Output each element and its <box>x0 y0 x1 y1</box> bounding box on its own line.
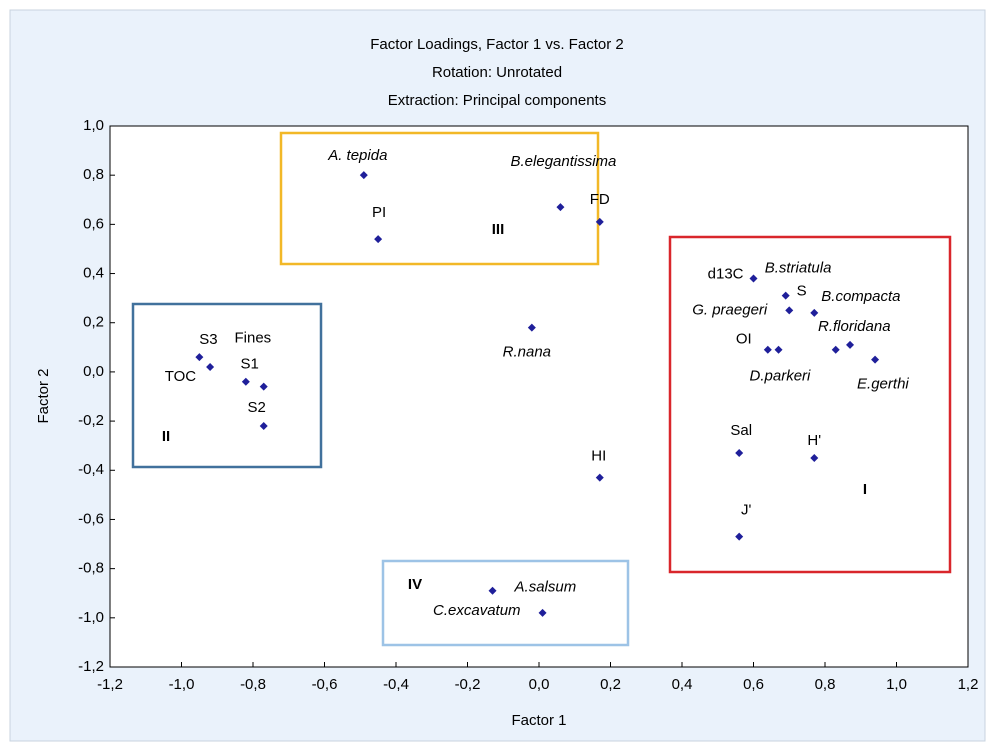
y-tick-label: -0,4 <box>78 461 104 478</box>
plot-area <box>109 125 969 668</box>
x-tick-label: 1,0 <box>886 676 907 693</box>
point-label: Fines <box>235 330 272 347</box>
point-label: B.compacta <box>821 288 900 305</box>
x-tick-label: 0,0 <box>529 676 550 693</box>
point-label: B.elegantissima <box>511 153 617 170</box>
point-label: E.gerthi <box>857 376 909 393</box>
point <box>259 382 268 391</box>
chart-subtitle: Rotation: Unrotated <box>432 64 562 81</box>
point <box>810 453 819 462</box>
point-label: OI <box>736 331 752 348</box>
y-tick-label: 0,2 <box>83 314 104 331</box>
y-tick-label: -0,2 <box>78 412 104 429</box>
y-tick-label: 0,8 <box>83 166 104 183</box>
point <box>810 308 819 317</box>
point <box>774 345 783 354</box>
x-tick-label: -1,2 <box>97 676 123 693</box>
y-tick-label: 0,4 <box>83 265 104 282</box>
y-tick-label: -0,8 <box>78 560 104 577</box>
point <box>846 340 855 349</box>
region-label: II <box>162 428 170 445</box>
point <box>527 323 536 332</box>
x-tick-label: -0,6 <box>312 676 338 693</box>
point-label: HI <box>591 448 606 465</box>
y-tick-label: 0,6 <box>83 215 104 232</box>
point-label: TOC <box>165 368 197 385</box>
region-label: IV <box>408 576 422 593</box>
x-tick-label: 0,8 <box>815 676 836 693</box>
y-tick-label: -1,2 <box>78 658 104 675</box>
point <box>241 377 250 386</box>
point-label: C.excavatum <box>433 602 521 619</box>
region-label: I <box>863 481 867 498</box>
point <box>831 345 840 354</box>
x-tick-label: -0,8 <box>240 676 266 693</box>
point-label: R.floridana <box>818 318 891 335</box>
x-tick-label: -0,4 <box>383 676 409 693</box>
point-label: d13C <box>708 265 744 282</box>
x-tick-label: 0,2 <box>600 676 621 693</box>
point <box>595 217 604 226</box>
chart-subtitle: Extraction: Principal components <box>388 92 606 109</box>
point-label: D.parkeri <box>750 368 812 385</box>
y-tick-label: 0,0 <box>83 363 104 380</box>
region-box <box>131 302 323 469</box>
point-label: S3 <box>199 331 217 348</box>
point <box>488 586 497 595</box>
point <box>595 473 604 482</box>
point-label: R.nana <box>503 344 551 361</box>
y-tick-label: -1,0 <box>78 609 104 626</box>
point-label: FD <box>590 191 610 208</box>
point <box>735 449 744 458</box>
region-box <box>279 131 600 266</box>
point-label: B.striatula <box>765 260 832 277</box>
region-label: III <box>492 221 505 238</box>
point <box>735 532 744 541</box>
point-label: Sal <box>730 422 752 439</box>
x-tick-label: -1,0 <box>169 676 195 693</box>
point <box>359 171 368 180</box>
point <box>781 291 790 300</box>
point-label: S1 <box>241 356 259 373</box>
point-label: G. praegeri <box>692 301 768 318</box>
chart-title: Factor Loadings, Factor 1 vs. Factor 2 <box>370 36 623 53</box>
point <box>871 355 880 364</box>
point <box>206 362 215 371</box>
point <box>785 306 794 315</box>
point <box>763 345 772 354</box>
point <box>259 422 268 431</box>
point-label: A.salsum <box>514 579 577 596</box>
y-axis-label: Factor 2 <box>35 368 52 423</box>
x-tick-label: 0,4 <box>672 676 693 693</box>
x-tick-label: 1,2 <box>958 676 979 693</box>
point-label: J' <box>741 502 752 519</box>
x-tick-label: -0,2 <box>455 676 481 693</box>
point-label: A. tepida <box>327 147 387 164</box>
point-label: H' <box>807 432 821 449</box>
point <box>556 203 565 212</box>
point-label: PI <box>372 204 386 221</box>
point-label: S <box>797 283 807 300</box>
y-tick-label: -0,6 <box>78 510 104 527</box>
point <box>749 274 758 283</box>
region-box <box>668 235 952 574</box>
point <box>195 353 204 362</box>
y-tick-label: 1,0 <box>83 117 104 134</box>
point <box>374 235 383 244</box>
x-axis-label: Factor 1 <box>511 712 566 729</box>
point-label: S2 <box>248 399 266 416</box>
region-box <box>381 559 630 647</box>
point <box>538 608 547 617</box>
x-tick-label: 0,6 <box>743 676 764 693</box>
